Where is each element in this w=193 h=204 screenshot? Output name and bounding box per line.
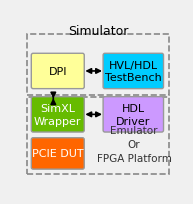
- Text: Simulator: Simulator: [68, 25, 128, 38]
- FancyBboxPatch shape: [103, 97, 163, 132]
- Bar: [27, 35, 169, 96]
- Text: DPI: DPI: [48, 67, 67, 76]
- FancyBboxPatch shape: [31, 97, 84, 132]
- Text: PCIE DUT: PCIE DUT: [32, 149, 84, 159]
- Text: HDL
Driver: HDL Driver: [116, 104, 151, 126]
- FancyBboxPatch shape: [31, 138, 84, 169]
- Text: SimXL
Wrapper: SimXL Wrapper: [34, 104, 81, 126]
- Text: Emulator
Or
FPGA Platform: Emulator Or FPGA Platform: [97, 126, 172, 164]
- FancyBboxPatch shape: [31, 54, 84, 89]
- Bar: [27, 98, 169, 174]
- FancyBboxPatch shape: [103, 54, 163, 89]
- Text: HVL/HDL
TestBench: HVL/HDL TestBench: [105, 60, 162, 83]
